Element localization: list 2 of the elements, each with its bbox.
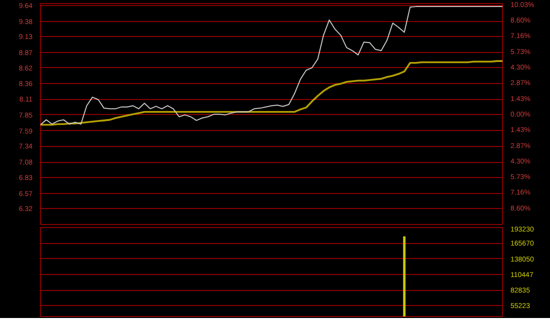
line-series bbox=[40, 6, 502, 126]
line-series bbox=[40, 60, 502, 126]
